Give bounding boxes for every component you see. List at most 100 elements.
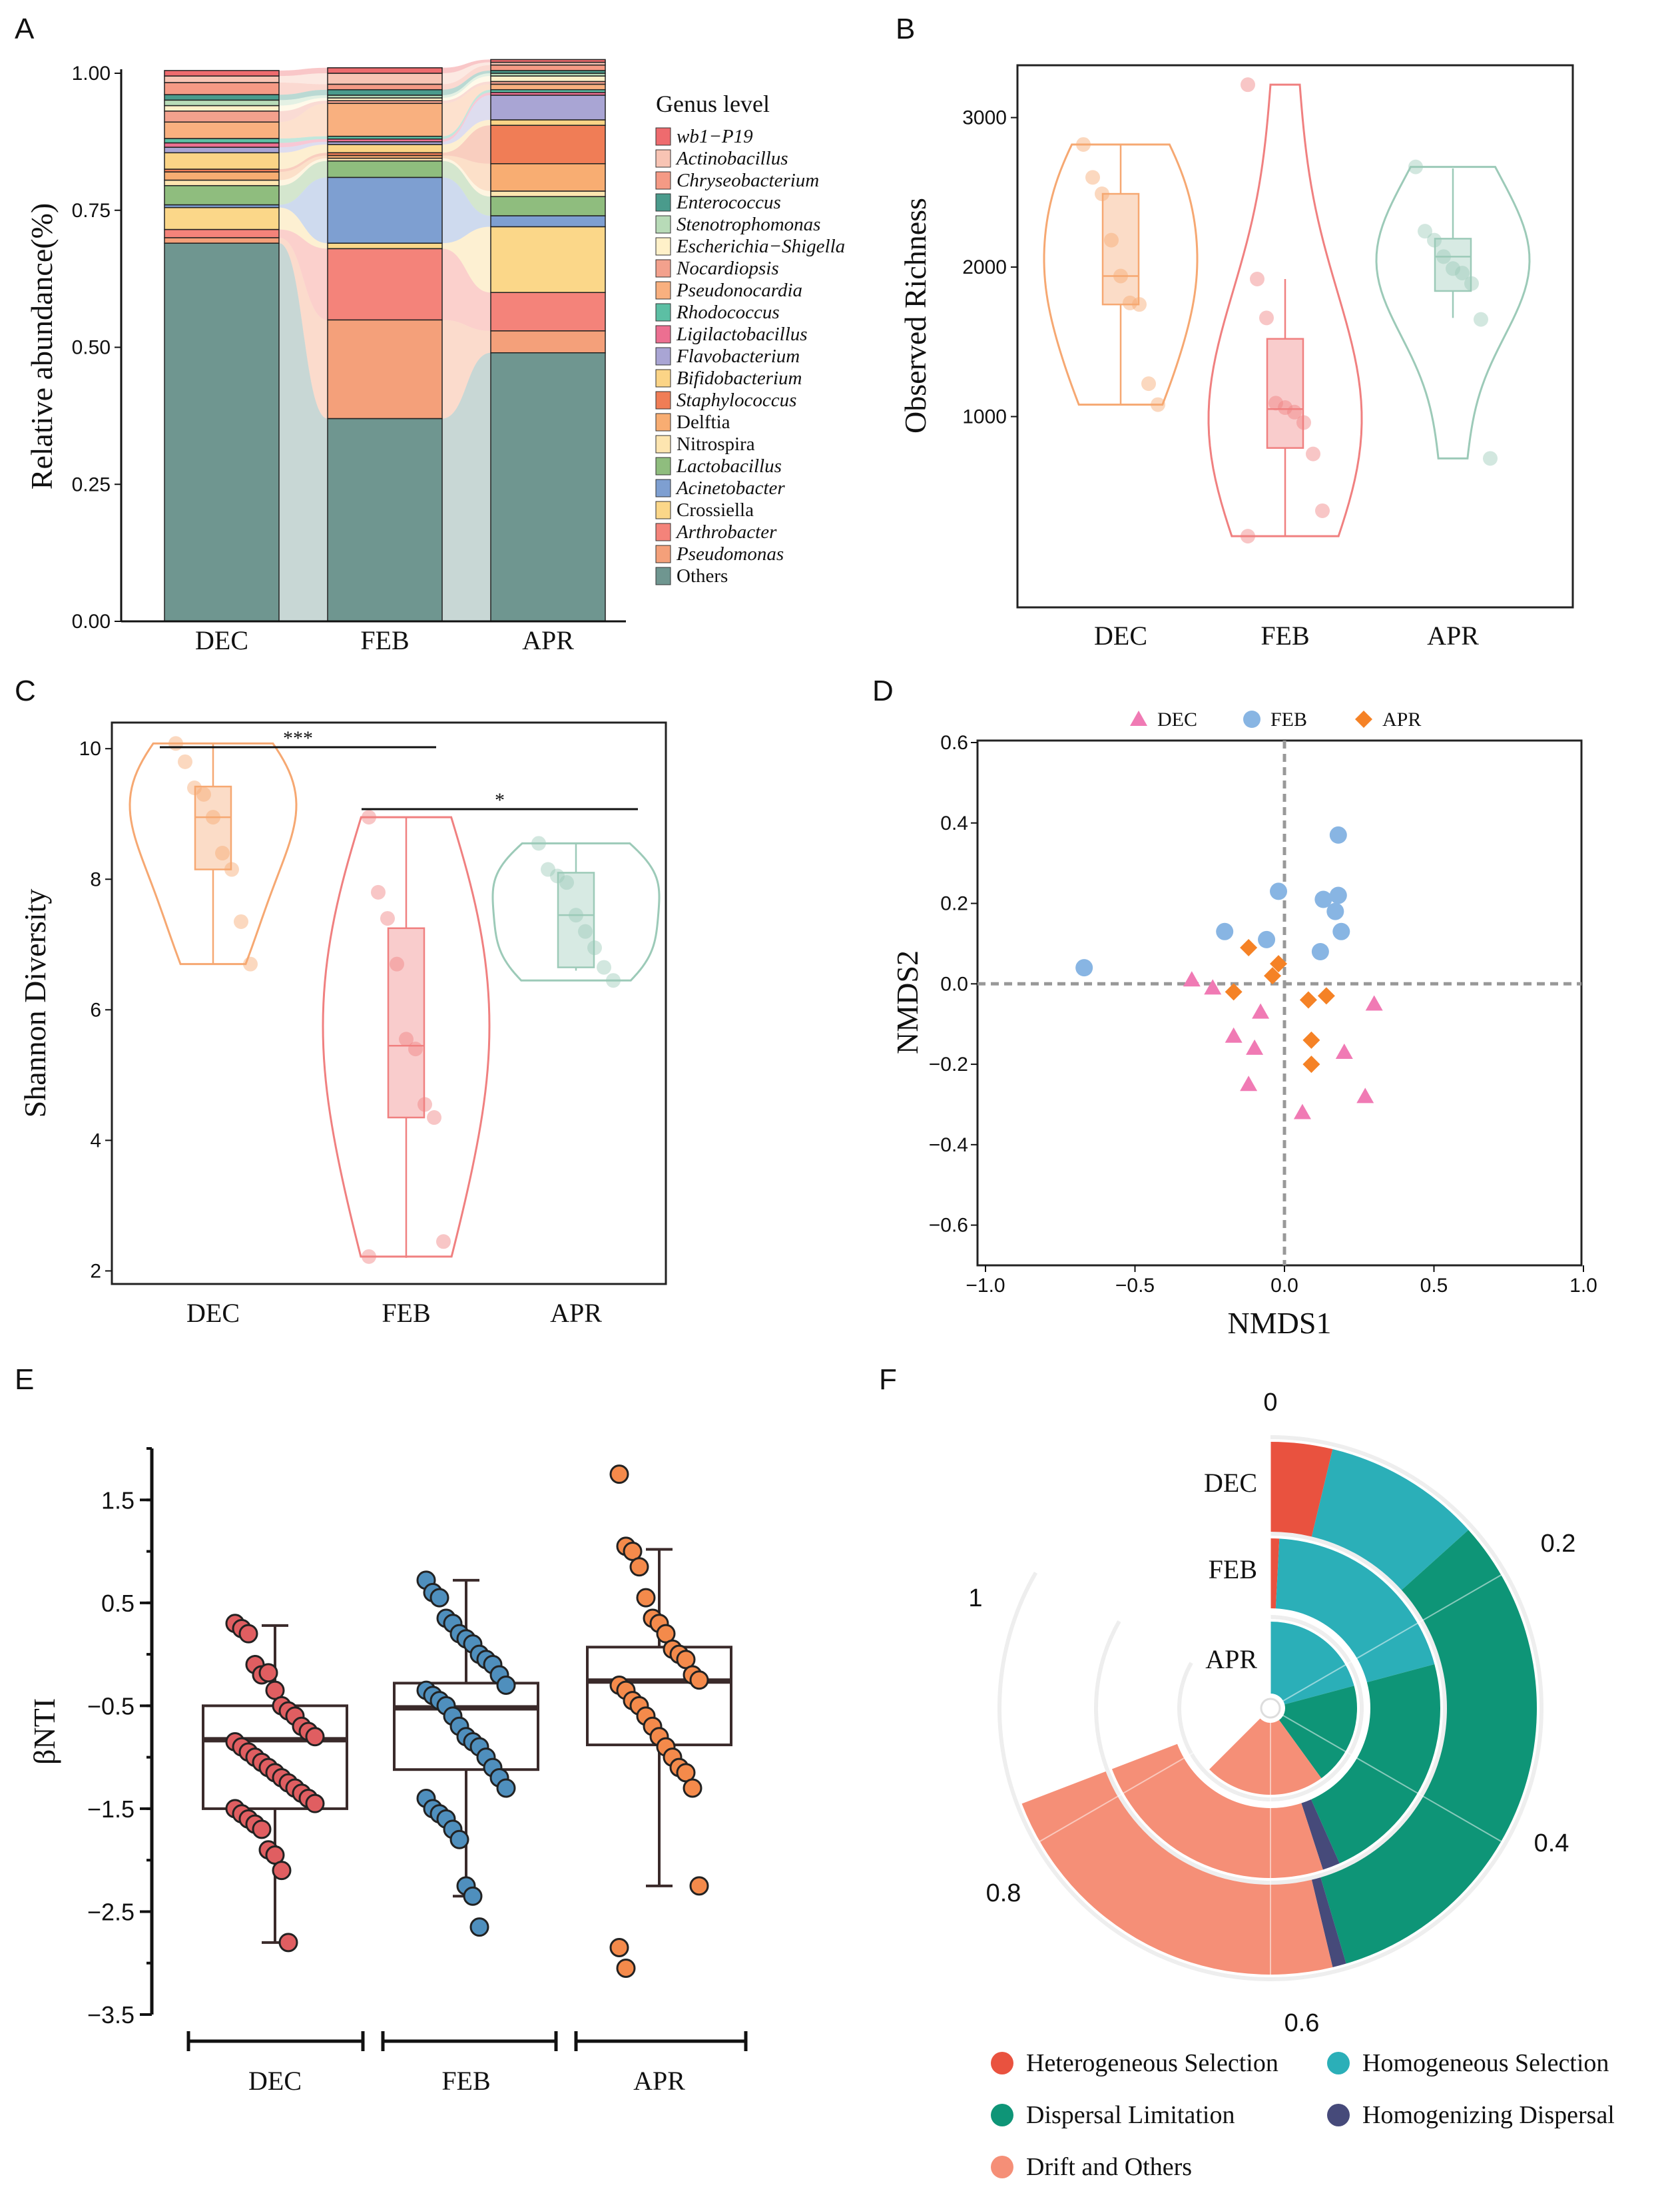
x-tick-label: APR [1427, 621, 1479, 651]
legend-swatch-Pseudonocardia [655, 281, 671, 300]
point-APR [609, 1464, 629, 1484]
flow-Ligilactobacillus [279, 139, 328, 148]
bar-segment-APR-Nitrospira [490, 190, 606, 197]
legend-label-Arthrobacter: Arthrobacter [675, 521, 777, 543]
plot-frame [976, 739, 1583, 1267]
panel-letter-b: B [896, 13, 915, 45]
bar-segment-DEC-Delftia [164, 171, 280, 181]
bar-segment-FEB-Arthrobacter [327, 248, 443, 321]
y-tick-label: −0.5 [87, 1692, 135, 1720]
bar-segment-APR-Others [490, 352, 606, 622]
box-DEC [202, 1704, 348, 1810]
bar-segment-APR-Escherichia−Shigella [490, 75, 606, 83]
box-DEC [1101, 192, 1140, 306]
flow-Ligilactobacillus [442, 92, 491, 142]
flow-wb1−P19 [442, 59, 491, 73]
point-FEB [449, 1829, 469, 1849]
point-FEB [362, 810, 376, 825]
flow-Acinetobacter [279, 177, 328, 244]
flow-Crossiella [442, 226, 491, 293]
x-tick-label: FEB [382, 1298, 430, 1328]
y-tick-label: 0.75 [72, 200, 111, 222]
panel-letter-a: A [15, 13, 35, 45]
bar-segment-DEC-Enterococcus [164, 94, 280, 101]
bar-segment-FEB-Pseudomonas [327, 319, 443, 420]
legend-label-Homogenizing Dispersal: Homogenizing Dispersal [1362, 2101, 1615, 2129]
ring-label-DEC: DEC [1204, 1468, 1257, 1498]
radial-grid-line [1039, 1714, 1260, 1842]
point-APR [1240, 938, 1258, 956]
legend-dot-Drift and Others [991, 2156, 1013, 2178]
point-DEC [243, 956, 258, 972]
flow-Crossiella [279, 207, 328, 249]
panel-f-radial-bar: 0 0.2 0.4 0.6 0.8 1 DEC FEB APR Heterogeneous Sel… [968, 1389, 1614, 2181]
point-FEB [1241, 529, 1255, 544]
y-tick-label: −0.4 [929, 1134, 968, 1156]
flow-Bifidobacterium [279, 144, 328, 170]
y-tick-label: −3.5 [87, 2001, 135, 2029]
point-DEC [1095, 186, 1109, 202]
point-FEB [399, 1032, 414, 1047]
bar-segment-DEC-Rhodococcus [164, 138, 280, 144]
legend-swatch-Delftia [655, 413, 671, 432]
legend-label-Homogeneous Selection: Homogeneous Selection [1362, 2049, 1609, 2077]
point-FEB [496, 1778, 516, 1798]
legend-swatch-Nitrospira [655, 435, 671, 454]
flow-Nocardiopsis [279, 101, 328, 123]
point-APR [1464, 276, 1479, 291]
radial-bar-FEB-Homogeneous Selection [1275, 1538, 1435, 1683]
bar-segment-DEC-Nocardiopsis [164, 111, 280, 123]
radial-bar-DEC-Homogenizing Dispersal [1311, 1877, 1346, 1967]
violin-APR [1375, 166, 1531, 460]
panel-letter-e: E [15, 1363, 34, 1396]
point-FEB [469, 1917, 489, 1937]
point-APR [1225, 983, 1243, 1001]
flow-Rhodococcus [442, 89, 491, 139]
legend-label-Drift and Others: Drift and Others [1026, 2153, 1192, 2181]
y-tick-label: 0.5 [101, 1590, 135, 1617]
point-DEC [1240, 1076, 1258, 1092]
violin-DEC [1043, 143, 1199, 406]
bar-segment-DEC-Escherichia−Shigella [164, 105, 280, 112]
flow-Actinobacillus [442, 62, 491, 85]
y-tick-label: 2 [90, 1260, 101, 1282]
legend-swatch-Others [655, 567, 671, 585]
radial-bar-APR-Dispersal Limitation [1278, 1686, 1357, 1779]
panel-e-bnti-box: 1.5 0.5 −0.5 −1.5 −2.5 −3.5 βNTI DEC FEB APR [27, 1447, 748, 2096]
bar-segment-DEC-Stenotrophomonas [164, 99, 280, 107]
legend-swatch-Crossiella [655, 501, 671, 519]
point-DEC [1141, 376, 1156, 392]
scale-label: 1 [968, 1584, 982, 1612]
bar-segment-APR-Delftia [490, 163, 606, 192]
point-APR [587, 940, 602, 956]
bar-segment-FEB-Acinetobacter [327, 176, 443, 244]
flow-Pseudonocardia [279, 103, 328, 139]
scale-label: 0.2 [1541, 1530, 1576, 1558]
flow-Chryseobacterium [279, 82, 328, 95]
plot-frame [111, 721, 667, 1285]
y-tick-label: 6 [90, 999, 101, 1021]
legend-swatch-Stenotrophomonas [655, 215, 671, 234]
legend-label-DEC: DEC [1157, 709, 1197, 731]
point-FEB [1241, 77, 1255, 93]
scale-label: 0 [1263, 1389, 1277, 1417]
plot-frame [1016, 64, 1574, 609]
point-FEB [427, 1110, 441, 1125]
bar-segment-FEB-Bifidobacterium [327, 144, 443, 154]
flow-Stenotrophomonas [279, 95, 328, 106]
point-FEB [362, 1249, 376, 1264]
ring-label-APR: APR [1205, 1644, 1257, 1674]
point-DEC [1132, 297, 1147, 312]
bar-segment-FEB-Pseudonocardia [327, 103, 443, 137]
radial-bar-DEC-Drift and Others [1021, 1771, 1333, 1975]
point-DEC [1104, 232, 1119, 248]
point-DEC [1183, 971, 1201, 987]
y-tick-label: 8 [90, 868, 101, 890]
point-FEB [1268, 396, 1283, 411]
point-DEC [1335, 1043, 1353, 1059]
point-DEC [252, 1819, 272, 1839]
point-APR [559, 875, 574, 890]
scale-label: 0.4 [1534, 1829, 1569, 1857]
flow-Staphylococcus [279, 153, 328, 172]
